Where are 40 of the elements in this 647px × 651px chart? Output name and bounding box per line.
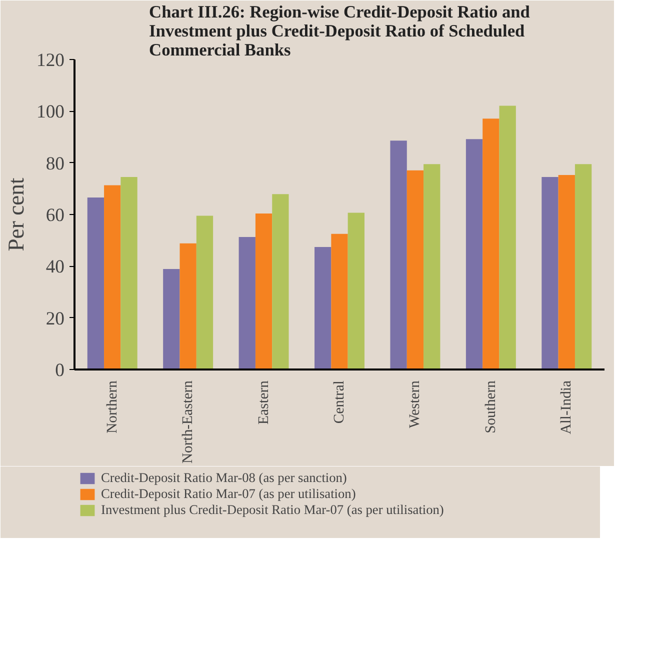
y-tick-label: 0 (55, 360, 64, 381)
x-tick-label: Southern (482, 380, 499, 434)
legend-label: Credit-Deposit Ratio Mar-08 (as per sanction) (101, 470, 347, 486)
y-tick-label: 80 (46, 153, 64, 174)
bar (466, 139, 483, 370)
bar (196, 216, 214, 370)
bar (180, 243, 196, 370)
bar (255, 213, 272, 370)
bar (120, 177, 138, 370)
x-tick-label: All-India (558, 380, 575, 434)
bar (574, 164, 592, 370)
x-tick-label: Northern (104, 380, 120, 434)
chart-title: Chart III.26: Region-wise Credit-Deposit Ratio and Investment plus Credit-Deposit Ratio of Scheduled Commercial Banks (149, 2, 530, 60)
bar (499, 106, 516, 370)
y-tick-label: 20 (46, 308, 64, 330)
bar (314, 247, 332, 370)
bar (87, 197, 104, 370)
y-tick-label: 100 (36, 102, 64, 123)
x-tick-label: Eastern (256, 380, 272, 424)
bar (348, 212, 364, 370)
y-tick-label: 120 (36, 50, 64, 71)
bar (163, 269, 180, 370)
bar (238, 236, 256, 370)
bar (390, 140, 407, 370)
bar (272, 194, 289, 370)
bar (542, 177, 558, 370)
legend-label: Credit-Deposit Ratio Mar-07 (as per utilisation) (101, 486, 356, 502)
y-axis-title: Per cent (4, 176, 29, 252)
bar (558, 174, 575, 370)
y-tick-label: 40 (46, 256, 64, 278)
legend-label: Investment plus Credit-Deposit Ratio Mar-07 (as per utilisation) (101, 502, 444, 518)
bar (406, 170, 424, 370)
x-tick-label: North-Eastern (180, 380, 196, 464)
bar (482, 118, 500, 370)
y-tick-label: 60 (46, 205, 64, 226)
bar (104, 185, 121, 370)
x-tick-label: Western (407, 380, 424, 428)
x-tick-label: Central (332, 380, 348, 424)
bar (424, 164, 440, 370)
bar (331, 234, 348, 370)
